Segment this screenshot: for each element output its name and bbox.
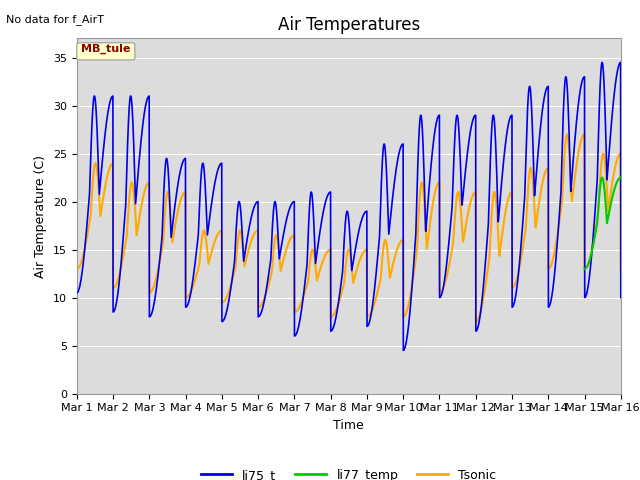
X-axis label: Time: Time — [333, 419, 364, 432]
Text: No data for f_AirT: No data for f_AirT — [6, 14, 104, 25]
Tsonic — [580, 132, 588, 137]
li75_t — [617, 295, 625, 300]
li75_t — [399, 348, 407, 353]
Text: MB_tule: MB_tule — [81, 43, 131, 54]
li75_t — [282, 222, 289, 228]
Line: Tsonic: Tsonic — [77, 134, 621, 322]
Tsonic — [305, 269, 313, 275]
li77_temp — [606, 204, 614, 210]
Tsonic — [548, 261, 556, 266]
li75_t — [607, 132, 614, 138]
li75_t — [135, 162, 143, 168]
li75_t — [167, 234, 175, 240]
Tsonic — [472, 319, 480, 324]
li75_t — [548, 294, 556, 300]
li77_temp — [617, 175, 625, 180]
li75_t — [305, 214, 313, 220]
li75_t — [598, 60, 606, 65]
Tsonic — [617, 266, 625, 272]
Line: li77_temp: li77_temp — [585, 178, 621, 269]
Tsonic — [282, 250, 289, 255]
Y-axis label: Air Temperature (C): Air Temperature (C) — [35, 155, 47, 277]
Line: li75_t: li75_t — [77, 62, 621, 350]
Tsonic — [607, 192, 614, 198]
Title: Air Temperatures: Air Temperatures — [278, 16, 420, 34]
Tsonic — [135, 218, 143, 224]
Tsonic — [73, 266, 81, 272]
li75_t — [73, 290, 81, 296]
Tsonic — [167, 221, 175, 227]
Legend: li75_t, li77_temp, Tsonic: li75_t, li77_temp, Tsonic — [196, 464, 502, 480]
FancyBboxPatch shape — [77, 43, 135, 60]
